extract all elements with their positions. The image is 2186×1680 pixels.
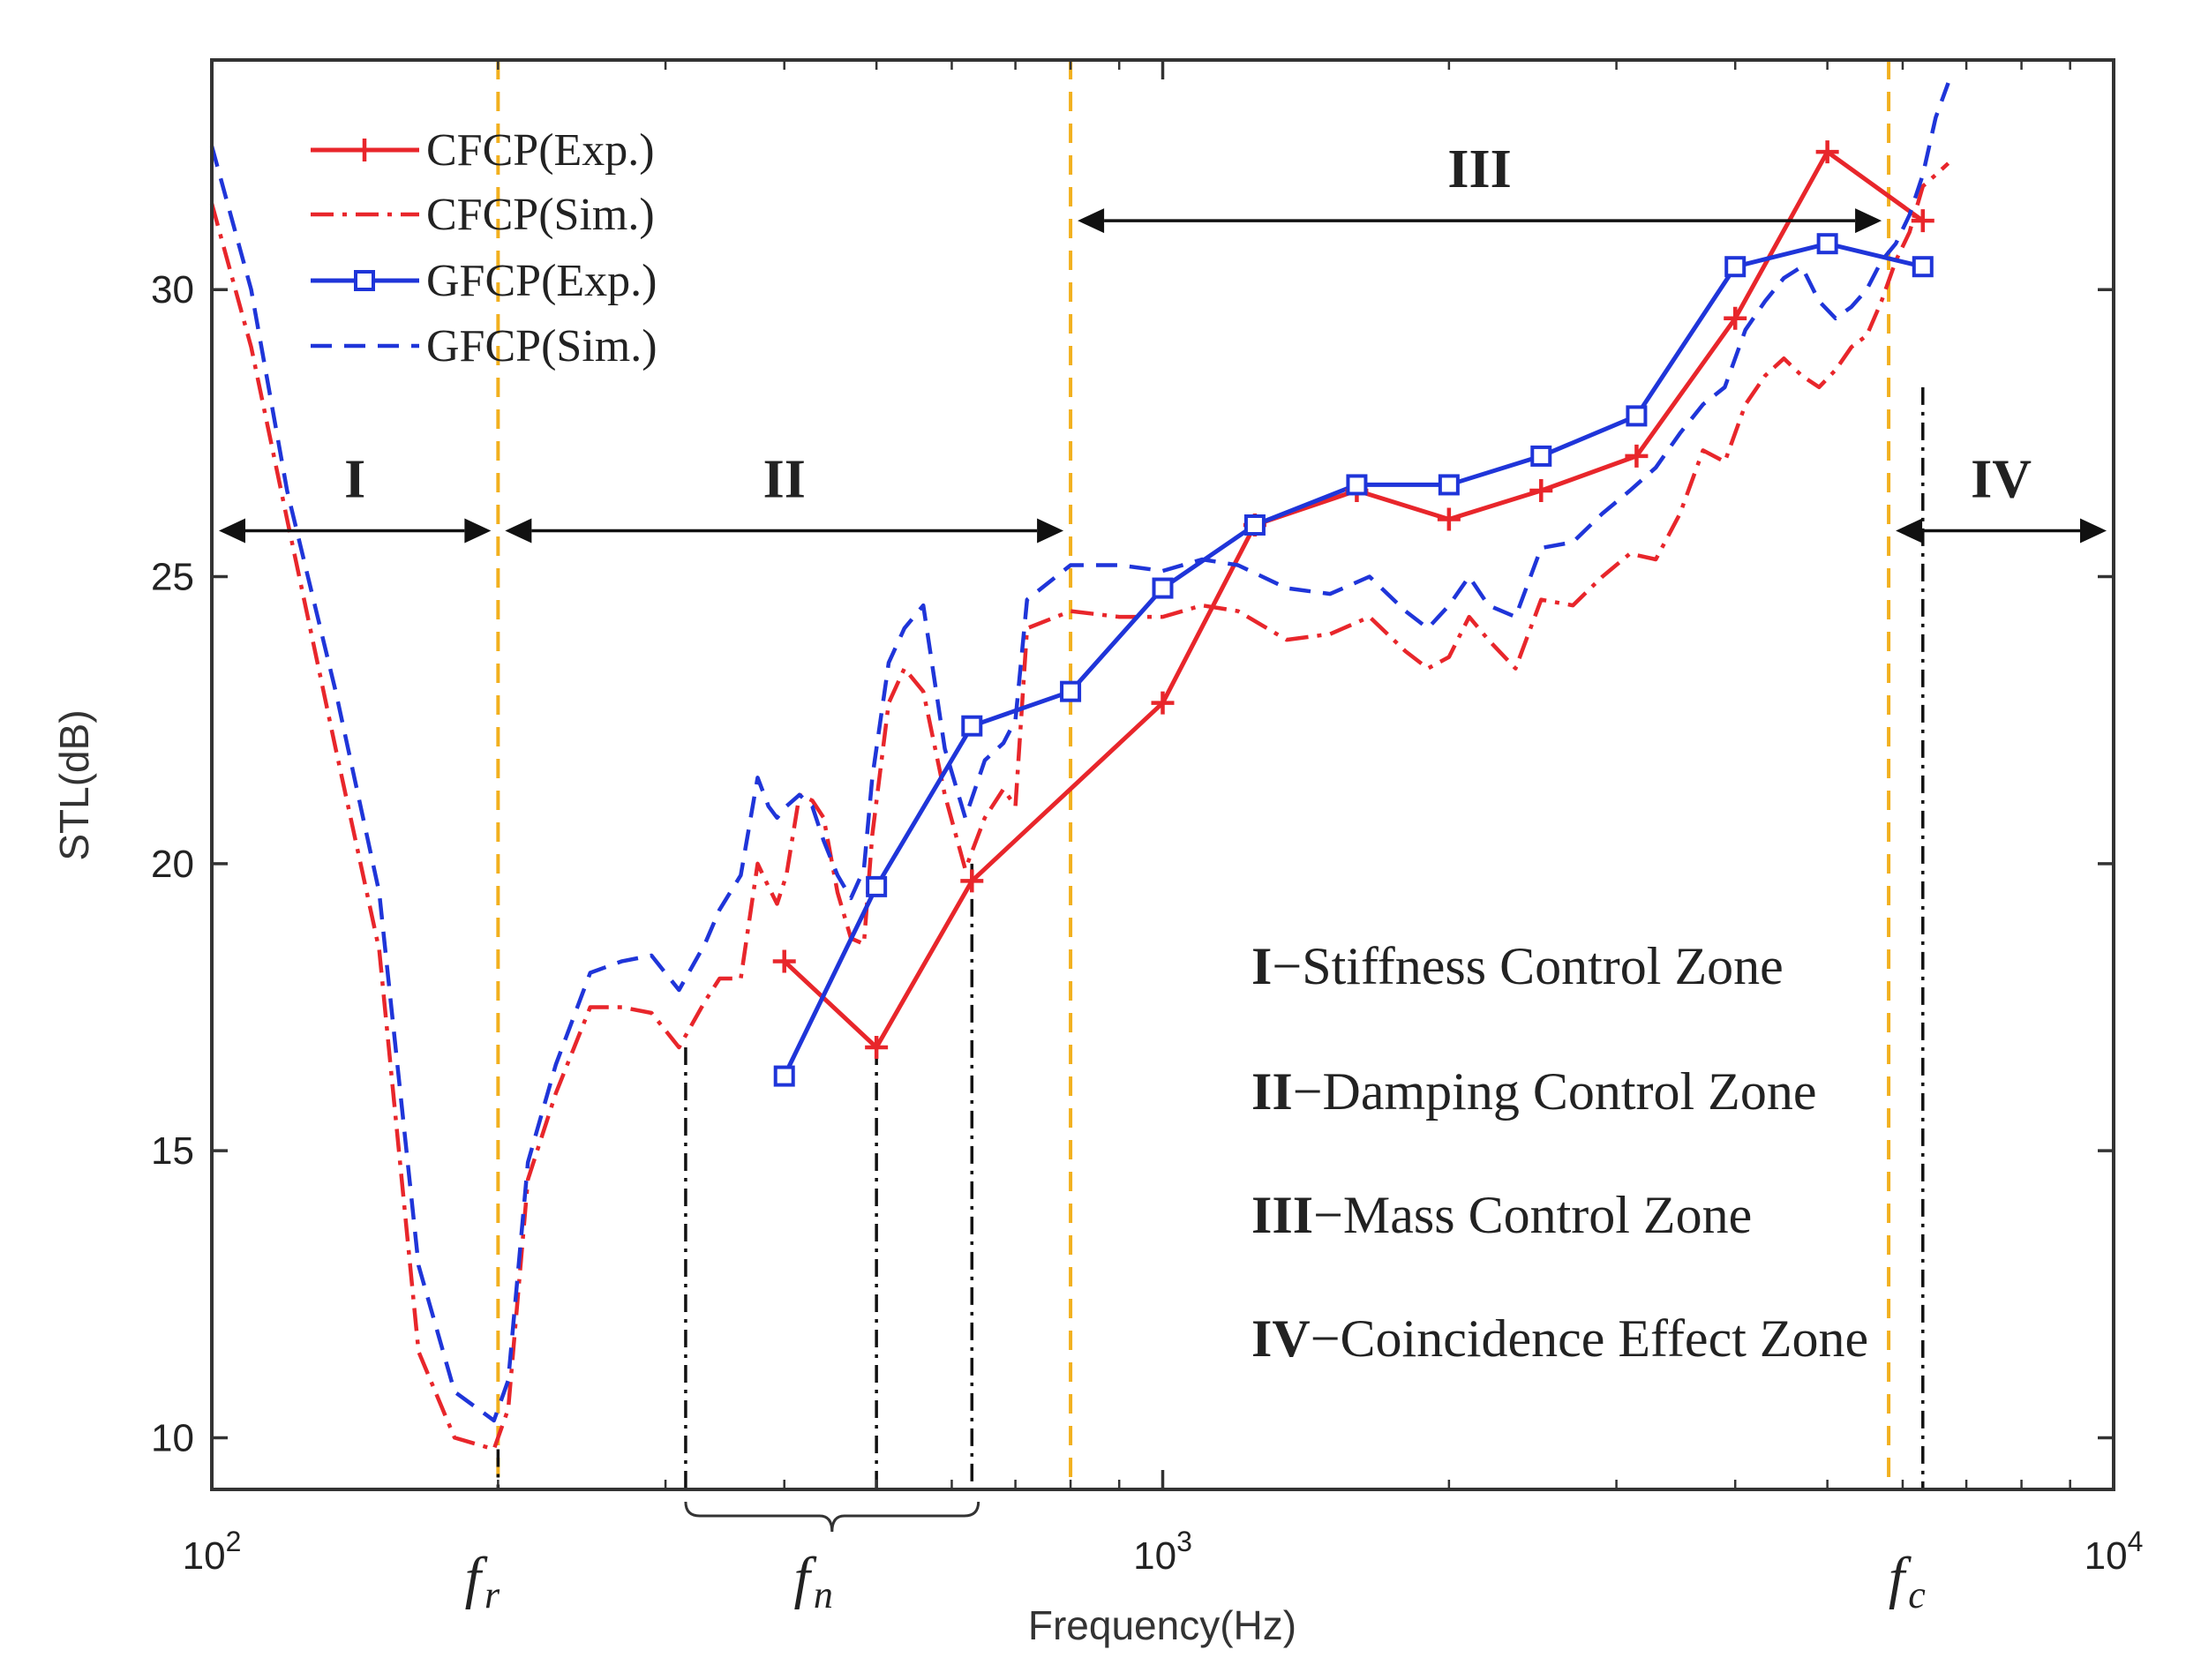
series-1-point-12 (1911, 209, 1934, 233)
x-tick-label-3: 104 (2085, 1526, 2144, 1578)
series-1-point-8 (1529, 478, 1553, 502)
zone-arrowhead-left-2 (505, 518, 532, 544)
series-3-point-1 (773, 1065, 795, 1087)
series-1-point-9 (1625, 444, 1649, 468)
resonance-lines (496, 386, 1925, 1489)
zone-label-2: II (763, 449, 806, 509)
series-3-point-5 (1152, 577, 1174, 599)
y-tick-label-1: 10 (151, 1416, 194, 1459)
series-3-point-2 (866, 875, 888, 897)
zone-arrowhead-left-3 (1078, 208, 1105, 234)
y-axis-title: STL(dB) (51, 709, 97, 860)
series-1-point-3 (960, 869, 984, 893)
legend-label-3: GFCP(Exp.) (426, 256, 657, 306)
series-3-point-11 (1724, 256, 1747, 278)
series-1-point-1 (772, 949, 796, 973)
zone-arrowhead-left-4 (1896, 518, 1923, 544)
zone-note-4: IV−Coincidence Effect Zone (1251, 1309, 1868, 1368)
series-1-point-10 (1724, 306, 1747, 330)
series-3-point-6 (1243, 514, 1266, 536)
zone-arrowhead-left-1 (219, 518, 245, 544)
series-3-point-3 (961, 715, 983, 737)
series-3-point-7 (1346, 474, 1368, 496)
legend-marker-1 (353, 139, 376, 161)
zone-boundary-lines (496, 60, 1891, 1489)
y-tick-label-2: 15 (151, 1129, 194, 1173)
legend: CFCP(Exp.) CFCP(Sim.) GFCP(Exp.) GFCP(Sim.) (311, 125, 657, 371)
series-1-point-4 (1151, 691, 1175, 715)
zone-notes: I−Stiffness Control Zone II−Damping Contr… (1251, 937, 1868, 1368)
zone-note-3: III−Mass Control Zone (1251, 1186, 1752, 1244)
y-tick-label-5: 30 (151, 268, 194, 311)
zone-arrowhead-right-4 (2080, 518, 2107, 544)
fn-brace (684, 1501, 980, 1533)
series-1-point-7 (1437, 507, 1461, 531)
zone-note-1: I−Stiffness Control Zone (1251, 937, 1784, 995)
series-3-point-10 (1626, 405, 1648, 427)
x-axis-title: Frequency(Hz) (1028, 1602, 1296, 1648)
series-3-point-12 (1816, 233, 1838, 255)
series-1-point-11 (1815, 140, 1839, 164)
series-3-point-9 (1530, 445, 1552, 467)
zone-arrowhead-right-3 (1855, 208, 1882, 234)
marker-group (772, 140, 1934, 1087)
series-line-1 (782, 149, 1925, 1050)
zone-label-1: I (344, 449, 365, 509)
legend-label-2: CFCP(Sim.) (426, 190, 655, 240)
legend-label-1: CFCP(Exp.) (426, 125, 655, 176)
legend-marker-3 (354, 270, 375, 291)
series-3-point-8 (1438, 474, 1460, 496)
zone-label-3: III (1447, 139, 1511, 199)
y-tick-label-3: 20 (151, 843, 194, 886)
series-1-point-2 (865, 1036, 889, 1060)
series-line-4 (209, 82, 1950, 1423)
series-3-point-4 (1060, 680, 1082, 702)
zone-note-2: II−Damping Control Zone (1251, 1062, 1816, 1121)
zone-label-4: IV (1971, 449, 2032, 509)
y-tick-label-4: 25 (151, 556, 194, 599)
series-3-point-13 (1912, 256, 1934, 278)
zone-arrowhead-right-2 (1037, 518, 1064, 544)
zone-arrowhead-right-1 (464, 518, 492, 544)
legend-label-4: GFCP(Sim.) (426, 321, 657, 371)
